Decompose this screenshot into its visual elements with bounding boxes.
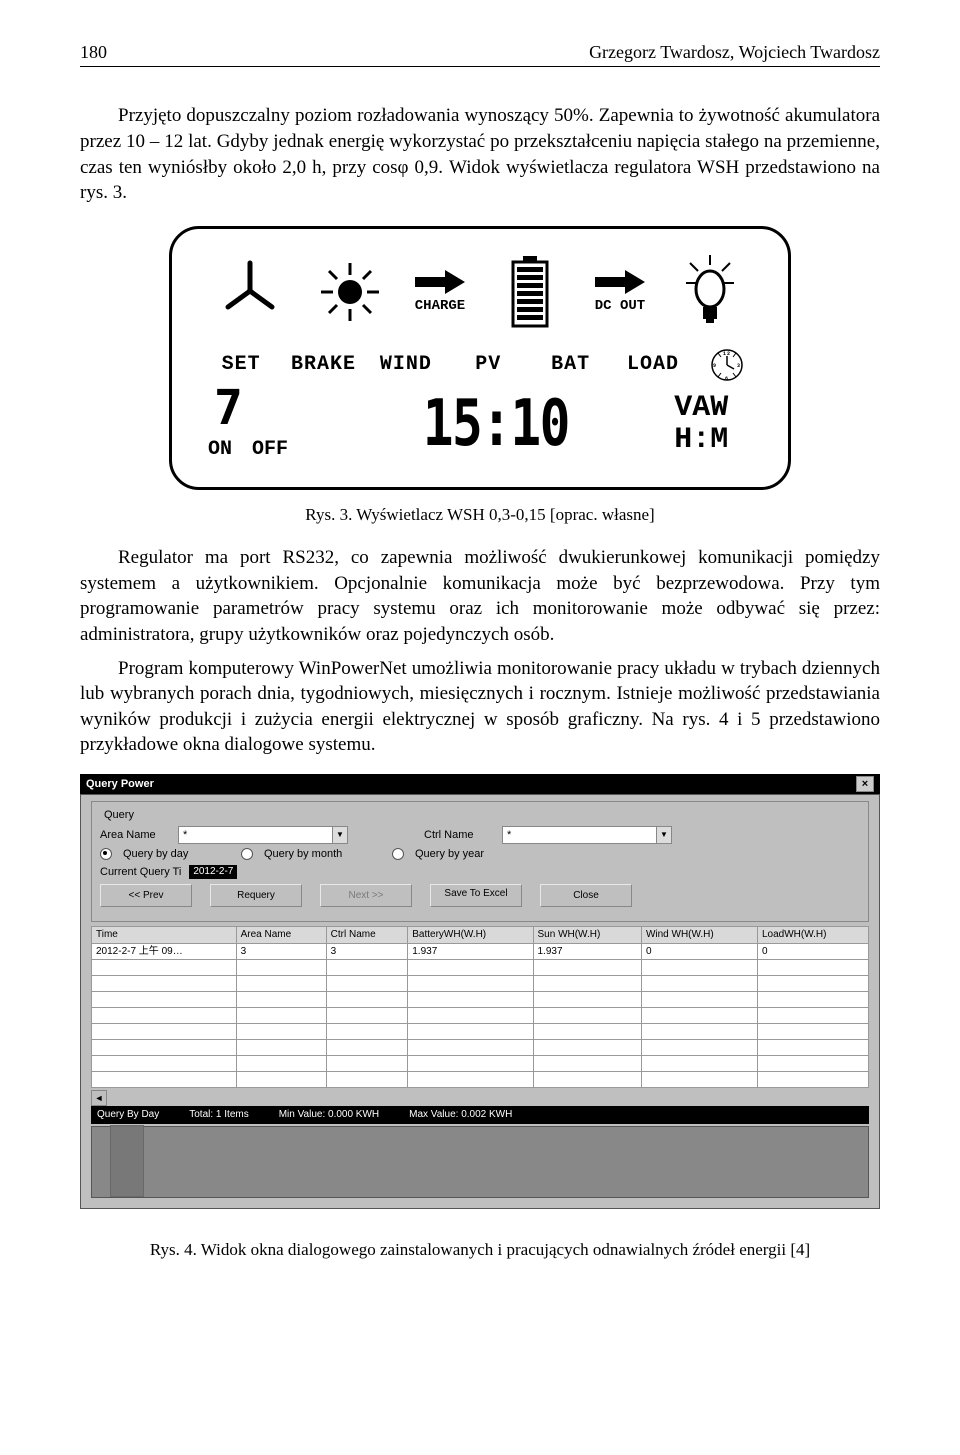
radio-month[interactable] bbox=[241, 848, 253, 860]
radio-day[interactable] bbox=[100, 848, 112, 860]
paragraph-2a: Regulator ma port RS232, co zapewnia moż… bbox=[80, 545, 880, 648]
status-max: Max Value: 0.002 KWH bbox=[409, 1108, 512, 1122]
col-wind: Wind WH(W.H) bbox=[641, 927, 757, 944]
wsh-display: CHARGE DC OUT bbox=[169, 226, 791, 490]
status-bar: Query By Day Total: 1 Items Min Value: 0… bbox=[91, 1106, 869, 1124]
wsh-vaw: VAW bbox=[643, 393, 760, 425]
radio-month-label: Query by month bbox=[264, 847, 384, 862]
area-name-combo[interactable]: * ▼ bbox=[178, 826, 348, 844]
ctrl-name-label: Ctrl Name bbox=[424, 828, 494, 843]
cell: 3 bbox=[326, 943, 408, 960]
scroll-left-icon[interactable]: ◄ bbox=[91, 1090, 107, 1106]
results-table: Time Area Name Ctrl Name BatteryWH(W.H) … bbox=[91, 926, 869, 1088]
close-icon[interactable]: × bbox=[856, 776, 874, 792]
graph-bar bbox=[110, 1125, 144, 1197]
fig3-caption: Rys. 3. Wyświetlacz WSH 0,3-0,15 [oprac.… bbox=[80, 504, 880, 527]
ctrl-name-value: * bbox=[507, 828, 511, 843]
table-row bbox=[92, 1024, 869, 1040]
svg-text:3: 3 bbox=[737, 363, 741, 369]
seg7-big: 15:10 bbox=[378, 396, 613, 454]
page-number: 180 bbox=[80, 40, 107, 64]
cell: 1.937 bbox=[408, 943, 533, 960]
cell: 3 bbox=[236, 943, 326, 960]
col-time: Time bbox=[92, 927, 237, 944]
paragraph-2b: Program komputerowy WinPowerNet umożliwi… bbox=[80, 656, 880, 759]
dcout-label: DC OUT bbox=[595, 297, 645, 316]
groupbox-label: Query bbox=[100, 808, 138, 823]
col-sun: Sun WH(W.H) bbox=[533, 927, 641, 944]
fig4-caption: Rys. 4. Widok okna dialogowego zainstalo… bbox=[80, 1239, 880, 1262]
wsh-on: ON bbox=[208, 436, 232, 463]
query-power-dialog: Query Power × Query Area Name * ▼ Ctrl N… bbox=[80, 774, 880, 1209]
battery-icon bbox=[480, 254, 580, 330]
close-button[interactable]: Close bbox=[540, 884, 632, 908]
charge-label: CHARGE bbox=[415, 297, 465, 316]
wsh-hm: H:M bbox=[643, 425, 760, 457]
area-name-value: * bbox=[183, 828, 187, 843]
wsh-lbl-brake: BRAKE bbox=[282, 351, 364, 378]
dialog-title: Query Power bbox=[86, 777, 154, 792]
radio-year-label: Query by year bbox=[415, 847, 484, 862]
status-total: Total: 1 Items bbox=[189, 1108, 248, 1122]
cell: 0 bbox=[641, 943, 757, 960]
chevron-down-icon: ▼ bbox=[332, 827, 347, 843]
table-header-row: Time Area Name Ctrl Name BatteryWH(W.H) … bbox=[92, 927, 869, 944]
current-query-value: 2012-2-7 bbox=[189, 865, 237, 879]
col-battery: BatteryWH(W.H) bbox=[408, 927, 533, 944]
status-mode: Query By Day bbox=[97, 1108, 159, 1122]
area-name-label: Area Name bbox=[100, 828, 170, 843]
table-row bbox=[92, 960, 869, 976]
wsh-lbl-load: LOAD bbox=[612, 351, 694, 378]
wsh-lbl-set: SET bbox=[200, 351, 282, 378]
col-ctrl: Ctrl Name bbox=[326, 927, 408, 944]
wind-turbine-icon bbox=[200, 257, 300, 327]
chevron-down-icon: ▼ bbox=[656, 827, 671, 843]
table-row[interactable]: 2012-2-7 上午 09… 3 3 1.937 1.937 0 0 bbox=[92, 943, 869, 960]
col-load: LoadWH(W.H) bbox=[757, 927, 868, 944]
svg-text:9: 9 bbox=[713, 363, 717, 369]
wsh-lbl-bat: BAT bbox=[529, 351, 611, 378]
next-button[interactable]: Next >> bbox=[320, 884, 412, 908]
prev-button[interactable]: << Prev bbox=[100, 884, 192, 908]
cell: 2012-2-7 上午 09… bbox=[92, 943, 237, 960]
save-excel-button[interactable]: Save To Excel bbox=[430, 884, 522, 908]
svg-text:6: 6 bbox=[725, 376, 729, 382]
dcout-arrow-icon: DC OUT bbox=[580, 267, 660, 316]
cell: 0 bbox=[757, 943, 868, 960]
paragraph-1: Przyjęto dopuszczalny poziom rozładowani… bbox=[80, 103, 880, 206]
cell: 1.937 bbox=[533, 943, 641, 960]
seg7-small: 7 bbox=[208, 387, 243, 430]
status-min: Min Value: 0.000 KWH bbox=[279, 1108, 379, 1122]
col-area: Area Name bbox=[236, 927, 326, 944]
radio-year[interactable] bbox=[392, 848, 404, 860]
clock-icon: 12 3 6 9 bbox=[694, 347, 760, 383]
ctrl-name-combo[interactable]: * ▼ bbox=[502, 826, 672, 844]
table-row bbox=[92, 1040, 869, 1056]
graph-area bbox=[91, 1126, 869, 1198]
table-row bbox=[92, 992, 869, 1008]
radio-day-label: Query by day bbox=[123, 847, 233, 862]
wsh-lbl-pv: PV bbox=[447, 351, 529, 378]
table-row bbox=[92, 976, 869, 992]
requery-button[interactable]: Requery bbox=[210, 884, 302, 908]
wsh-off: OFF bbox=[252, 436, 288, 463]
sun-icon bbox=[300, 257, 400, 327]
table-row bbox=[92, 1008, 869, 1024]
wsh-lbl-wind: WIND bbox=[365, 351, 447, 378]
authors: Grzegorz Twardosz, Wojciech Twardosz bbox=[589, 40, 880, 64]
table-row bbox=[92, 1072, 869, 1088]
current-query-label: Current Query Ti bbox=[100, 865, 181, 880]
table-row bbox=[92, 1056, 869, 1072]
bulb-icon bbox=[660, 253, 760, 331]
charge-arrow-icon: CHARGE bbox=[400, 267, 480, 316]
